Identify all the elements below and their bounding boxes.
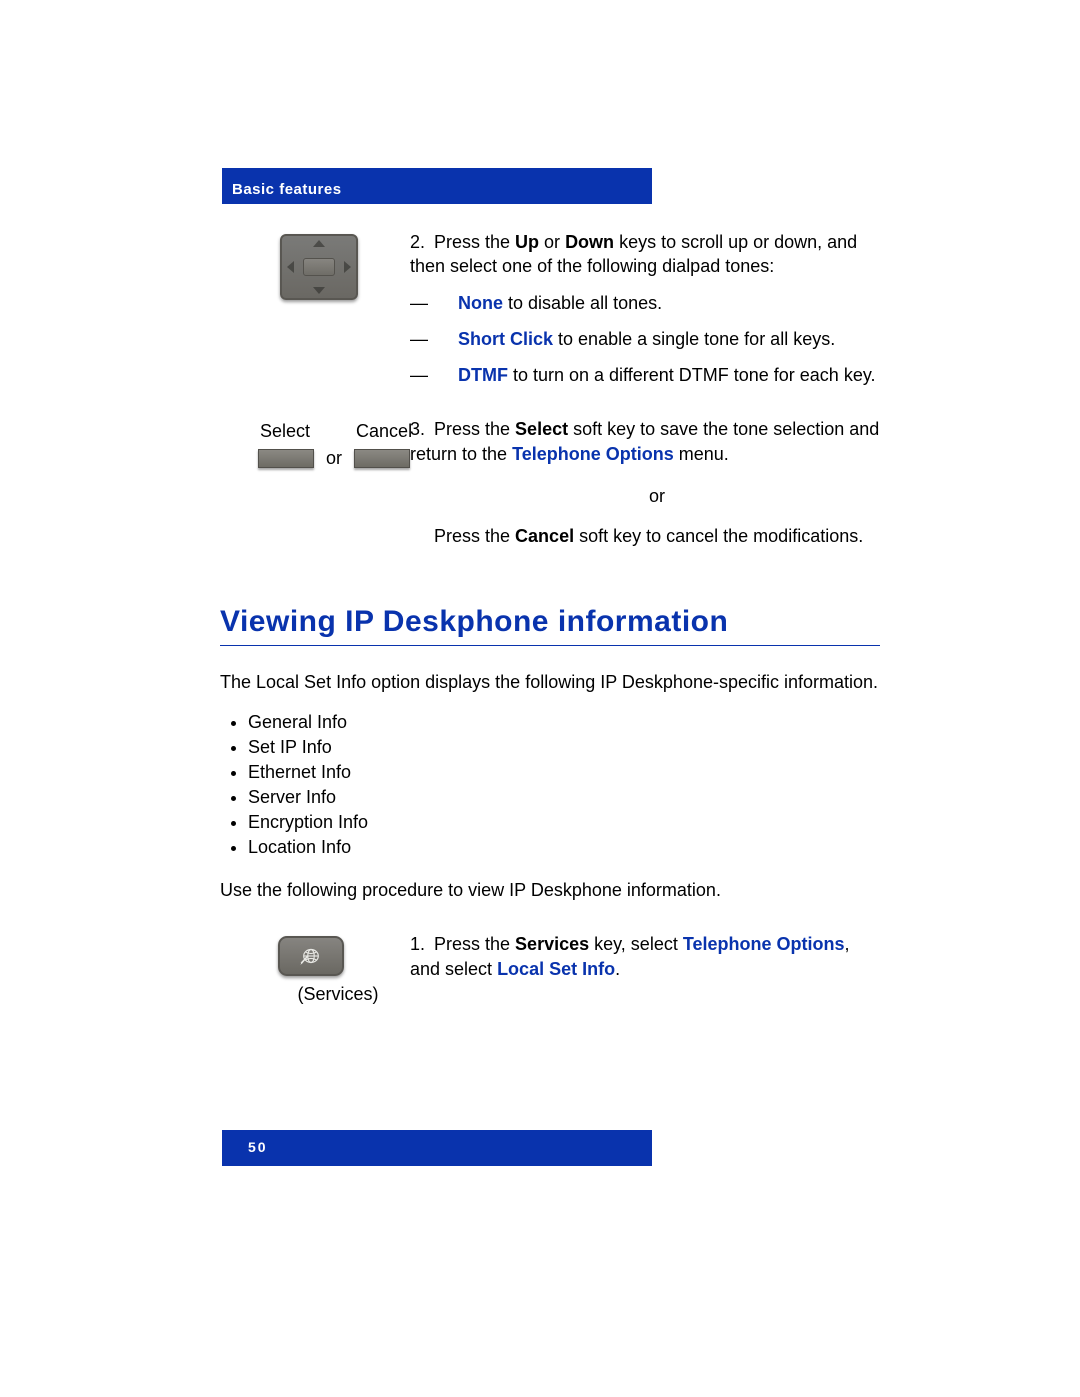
option-shortclick-rest: to enable a single tone for all keys. bbox=[553, 329, 835, 349]
page-content: 2.Press the Up or Down keys to scroll up… bbox=[220, 220, 880, 1005]
header-section-label: Basic features bbox=[232, 181, 342, 198]
step-3-line2-post: soft key to cancel the modifications. bbox=[574, 526, 863, 546]
step-3-left: Select Cancel or bbox=[220, 417, 410, 469]
nav-dpad-icon bbox=[280, 234, 358, 300]
info-bullets: General Info Set IP Info Ethernet Info S… bbox=[220, 712, 880, 858]
step-3-telopt: Telephone Options bbox=[512, 444, 674, 464]
bullet-item: Set IP Info bbox=[248, 737, 880, 758]
footer-bar: 50 bbox=[222, 1130, 652, 1166]
step-2-row: 2.Press the Up or Down keys to scroll up… bbox=[220, 230, 880, 387]
step-1b-post: . bbox=[615, 959, 620, 979]
step-3-line2-pre: Press the bbox=[434, 526, 515, 546]
section-intro: The Local Set Info option displays the f… bbox=[220, 670, 880, 694]
step-3-number: 3. bbox=[410, 417, 434, 441]
softkey-labels: Select Cancel bbox=[258, 421, 410, 442]
section-heading: Viewing IP Deskphone information bbox=[220, 605, 880, 646]
step-1b-row: (Services) 1.Press the Services key, sel… bbox=[220, 932, 880, 1005]
option-none-key: None bbox=[458, 293, 503, 313]
step-3-or-center: or bbox=[434, 484, 880, 508]
step-1b-mid1: key, select bbox=[589, 934, 683, 954]
option-dtmf-key: DTMF bbox=[458, 365, 508, 385]
step-1b-number: 1. bbox=[410, 932, 434, 956]
bullet-item: Location Info bbox=[248, 837, 880, 858]
cancel-softkey-icon bbox=[354, 449, 410, 468]
select-softkey-label: Select bbox=[260, 421, 310, 442]
step-2-down-key: Down bbox=[565, 232, 614, 252]
document-page: Basic features 2.Press the Up or Down ke… bbox=[0, 0, 1080, 1397]
step-1b-left: (Services) bbox=[220, 932, 410, 1005]
softkey-or: or bbox=[326, 448, 342, 469]
option-shortclick-key: Short Click bbox=[458, 329, 553, 349]
step-1b-text: 1.Press the Services key, select Telepho… bbox=[410, 932, 880, 981]
step-2-option-dtmf: —DTMF to turn on a different DTMF tone f… bbox=[434, 363, 880, 387]
step-3-line1-pre: Press the bbox=[434, 419, 515, 439]
globe-icon bbox=[298, 945, 324, 967]
option-none-rest: to disable all tones. bbox=[503, 293, 662, 313]
bullet-item: Encryption Info bbox=[248, 812, 880, 833]
step-1b-telopt: Telephone Options bbox=[683, 934, 845, 954]
step-1b-services: Services bbox=[515, 934, 589, 954]
section-outro: Use the following procedure to view IP D… bbox=[220, 878, 880, 902]
step-2-left bbox=[220, 230, 410, 300]
page-number: 50 bbox=[248, 1139, 268, 1155]
services-label: (Services) bbox=[266, 984, 410, 1005]
step-2-up-key: Up bbox=[515, 232, 539, 252]
services-key-icon bbox=[278, 936, 344, 976]
option-dtmf-rest: to turn on a different DTMF tone for eac… bbox=[508, 365, 876, 385]
softkey-buttons: or bbox=[258, 448, 410, 469]
step-2-text: 2.Press the Up or Down keys to scroll up… bbox=[410, 230, 880, 387]
step-2-intro-mid: or bbox=[539, 232, 565, 252]
softkey-group: Select Cancel or bbox=[220, 421, 410, 469]
step-3-line2: Press the Cancel soft key to cancel the … bbox=[434, 524, 880, 548]
step-3-select-key: Select bbox=[515, 419, 568, 439]
header-bar: Basic features bbox=[222, 168, 652, 204]
step-1b-pre: Press the bbox=[434, 934, 515, 954]
step-3-text: 3.Press the Select soft key to save the … bbox=[410, 417, 880, 548]
select-softkey-icon bbox=[258, 449, 314, 468]
bullet-item: Ethernet Info bbox=[248, 762, 880, 783]
step-2-option-shortclick: —Short Click to enable a single tone for… bbox=[434, 327, 880, 351]
step-2-intro-pre: Press the bbox=[434, 232, 515, 252]
step-3-line1-post: menu. bbox=[674, 444, 729, 464]
step-1b-local: Local Set Info bbox=[497, 959, 615, 979]
step-2-option-none: —None to disable all tones. bbox=[434, 291, 880, 315]
step-3-cancel-key: Cancel bbox=[515, 526, 574, 546]
bullet-item: Server Info bbox=[248, 787, 880, 808]
step-2-number: 2. bbox=[410, 230, 434, 254]
bullet-item: General Info bbox=[248, 712, 880, 733]
step-3-row: Select Cancel or 3.Press the Select soft… bbox=[220, 417, 880, 548]
cancel-softkey-label: Cancel bbox=[356, 421, 412, 442]
